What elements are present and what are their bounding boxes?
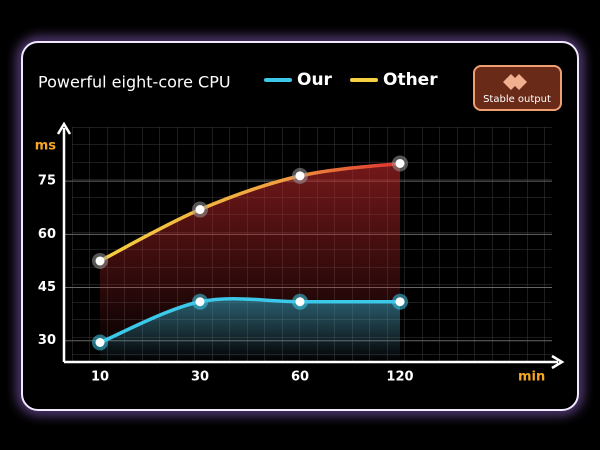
point bbox=[195, 205, 205, 215]
y-tick-label: 30 bbox=[38, 333, 56, 348]
x-tick-label: 120 bbox=[386, 370, 413, 385]
line bbox=[98, 296, 402, 345]
badge: Stable output bbox=[473, 65, 562, 111]
badge-text: Stable output bbox=[483, 94, 551, 105]
y-unit: ms bbox=[35, 139, 57, 154]
y-tick-label: 60 bbox=[38, 227, 56, 242]
line bbox=[98, 161, 402, 263]
axes bbox=[56, 121, 565, 370]
x-unit: min bbox=[518, 370, 545, 385]
y-tick-label: 45 bbox=[38, 280, 56, 295]
x-tick-label: 10 bbox=[91, 370, 109, 385]
point bbox=[395, 158, 405, 168]
point bbox=[95, 338, 105, 347]
point bbox=[295, 171, 305, 181]
legend-label: Other bbox=[383, 70, 438, 90]
area bbox=[100, 298, 400, 362]
point bbox=[95, 256, 105, 266]
chart-title: Powerful eight-core CPU bbox=[38, 73, 231, 92]
plot bbox=[64, 155, 552, 362]
legend-label: Our bbox=[297, 70, 333, 90]
y-tick-label: 75 bbox=[38, 174, 56, 189]
point bbox=[395, 297, 405, 307]
point bbox=[295, 297, 305, 307]
point bbox=[195, 297, 205, 307]
x-tick-label: 30 bbox=[191, 370, 209, 385]
x-tick-label: 60 bbox=[291, 370, 309, 385]
badge-icon bbox=[503, 74, 527, 90]
